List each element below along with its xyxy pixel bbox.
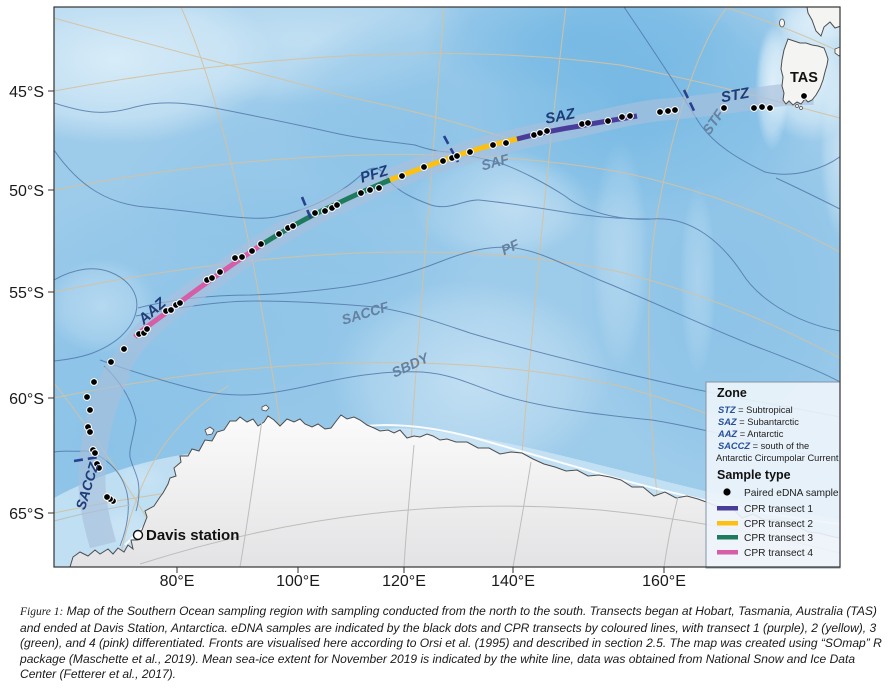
- svg-text:140°E: 140°E: [491, 573, 535, 590]
- svg-text:Zone: Zone: [717, 386, 747, 400]
- svg-text:100°E: 100°E: [276, 573, 320, 590]
- svg-text:SAZ: SAZ: [544, 105, 578, 128]
- svg-text:CPR transect 3: CPR transect 3: [744, 533, 813, 544]
- svg-text:50°S: 50°S: [9, 183, 44, 200]
- svg-text:Antarctic Circumpolar Current: Antarctic Circumpolar Current: [716, 453, 839, 463]
- svg-text:60°S: 60°S: [9, 391, 44, 408]
- svg-text:80°E: 80°E: [160, 573, 195, 590]
- svg-text:160°E: 160°E: [642, 573, 686, 590]
- svg-text:STZ: STZ: [720, 85, 752, 107]
- svg-text:SACCZ = south of the: SACCZ = south of the: [718, 441, 809, 451]
- svg-text:45°S: 45°S: [9, 84, 44, 101]
- svg-text:Davis station: Davis station: [146, 527, 239, 544]
- svg-text:CPR transect 4: CPR transect 4: [744, 548, 813, 559]
- svg-text:65°S: 65°S: [9, 506, 44, 523]
- svg-text:TAS: TAS: [790, 70, 818, 86]
- svg-text:SAZ = Subantarctic: SAZ = Subantarctic: [718, 417, 799, 427]
- svg-text:PF: PF: [499, 236, 522, 258]
- svg-text:55°S: 55°S: [9, 285, 44, 302]
- svg-text:AAZ = Antarctic: AAZ = Antarctic: [717, 429, 784, 439]
- svg-text:CPR transect 1: CPR transect 1: [744, 504, 813, 515]
- svg-text:Paired eDNA sample: Paired eDNA sample: [744, 488, 839, 499]
- svg-text:SAF: SAF: [479, 151, 511, 174]
- svg-text:STZ = Subtropical: STZ = Subtropical: [718, 405, 793, 415]
- svg-text:Sample type: Sample type: [717, 468, 791, 482]
- svg-text:120°E: 120°E: [382, 573, 426, 590]
- svg-text:CPR transect 2: CPR transect 2: [744, 519, 813, 530]
